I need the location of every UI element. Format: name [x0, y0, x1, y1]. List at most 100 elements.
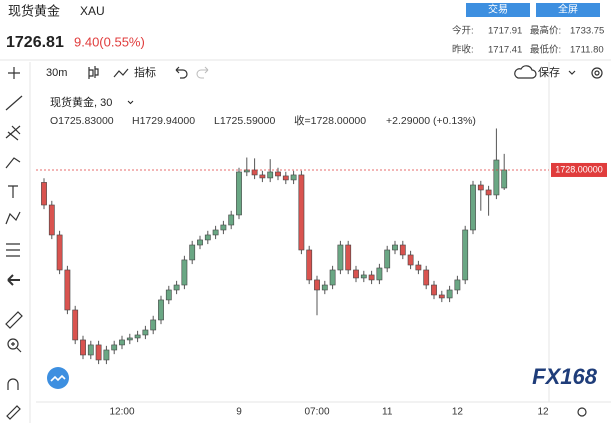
candle-body — [64, 269, 71, 311]
candle-body — [150, 319, 157, 331]
symbol-name: 现货黄金 — [8, 3, 60, 18]
settings-icon[interactable] — [594, 70, 600, 76]
candle-body — [220, 224, 227, 231]
trade-label[interactable]: 交易 — [488, 3, 508, 16]
candle-body — [212, 229, 219, 236]
line-tool[interactable] — [5, 95, 23, 111]
magnet-tool[interactable] — [7, 378, 19, 390]
candle-body — [95, 344, 102, 361]
text-tool[interactable] — [8, 185, 18, 198]
zoom-tool[interactable] — [11, 342, 22, 353]
trade-button[interactable] — [466, 3, 530, 17]
last-price-box — [551, 162, 607, 177]
back-tool[interactable] — [7, 274, 20, 286]
legend-change: +2.29000 (+0.13%) — [386, 115, 476, 127]
symbol-code: XAU — [80, 4, 105, 18]
candle-body — [275, 171, 281, 177]
candle-body — [41, 182, 47, 206]
candle-body — [321, 284, 328, 291]
zoom-tool[interactable] — [7, 338, 19, 350]
candle-body — [298, 174, 305, 251]
candle-body — [181, 259, 188, 286]
candle-body — [501, 169, 508, 189]
fullscreen-button[interactable] — [536, 3, 600, 17]
fullscreen-label[interactable]: 全屏 — [558, 3, 578, 16]
prediction-tool[interactable] — [6, 243, 20, 257]
stat-value: 1717.41 — [488, 45, 522, 56]
candle-body — [314, 279, 320, 291]
candle-body — [368, 274, 375, 281]
stat-label: 最低价: — [530, 44, 561, 56]
left-toolbar — [5, 95, 23, 420]
candle-body — [282, 175, 289, 181]
candle-body — [485, 189, 492, 196]
indicators[interactable]: 指标 — [134, 65, 156, 79]
candle-body — [236, 171, 242, 216]
stat-label: 昨收: — [452, 44, 474, 56]
candle-body — [204, 234, 211, 241]
ruler-tool[interactable] — [5, 311, 23, 329]
candle-body — [80, 339, 86, 356]
candle-body — [477, 184, 484, 191]
legend-title: 现货黄金, 30 — [50, 95, 112, 109]
stat-label: 最高价: — [530, 25, 561, 37]
candle-body — [103, 349, 110, 361]
settings-icon[interactable] — [591, 67, 603, 79]
candle-body — [407, 254, 414, 266]
legend-high: H1729.94000 — [132, 115, 195, 127]
logo: FX168 — [532, 364, 598, 389]
candle-body — [376, 267, 383, 281]
legend-close: 收=1728.00000 — [294, 114, 366, 127]
candle-body — [423, 269, 430, 286]
tv-badge[interactable] — [47, 367, 69, 389]
candle-body — [251, 169, 258, 176]
redo-icon[interactable] — [196, 66, 209, 79]
axis-settings-icon[interactable] — [577, 407, 587, 417]
stat-label: 今开: — [452, 25, 474, 37]
x-tick-label: 07:00 — [304, 407, 329, 418]
candle-body — [267, 171, 274, 179]
candle-body — [134, 334, 141, 339]
pattern-tool[interactable] — [5, 211, 21, 225]
candle-body — [446, 289, 453, 299]
plot: 12:00 9 07:00 11 12 12 1728.00000 — [36, 128, 607, 418]
candle-body — [470, 184, 476, 231]
candle-body — [243, 169, 250, 173]
brush-tool[interactable] — [5, 157, 21, 169]
cloud-icon[interactable] — [514, 65, 537, 79]
interval[interactable]: 30m — [46, 67, 67, 79]
candle-body — [384, 249, 391, 269]
x-tick-label: 12:00 — [109, 407, 134, 418]
tv-badge-icon — [50, 374, 66, 382]
candle-body — [415, 264, 422, 271]
x-tick-label: 12 — [537, 407, 549, 418]
candle-body — [111, 344, 118, 351]
candle-body — [493, 159, 500, 196]
stat-value: 1717.91 — [488, 26, 522, 37]
indicator-icon[interactable] — [113, 68, 129, 78]
stat-value: 1711.80 — [570, 45, 604, 56]
candle-body — [306, 249, 313, 281]
candle-body — [228, 214, 235, 226]
edit-tool[interactable] — [6, 405, 21, 420]
x-tick-label: 11 — [382, 407, 393, 418]
candle-body — [126, 337, 133, 341]
candle-body — [454, 279, 461, 291]
legend-low: L1725.59000 — [214, 115, 275, 127]
legend-open: O1725.83000 — [50, 115, 114, 127]
candle-body — [329, 269, 336, 286]
crosshair-icon[interactable] — [8, 67, 20, 79]
candle-body — [173, 284, 180, 291]
candle-body — [392, 244, 398, 251]
candle-body — [197, 239, 203, 246]
dropdown-icon[interactable] — [568, 70, 576, 75]
undo-icon[interactable] — [175, 66, 188, 79]
stat-value: 1733.75 — [570, 26, 604, 37]
candle-body — [290, 174, 297, 181]
legend-dropdown[interactable] — [127, 100, 134, 105]
candle-icon[interactable] — [88, 66, 99, 79]
candle-body — [337, 244, 344, 271]
fib-tool[interactable] — [5, 125, 21, 141]
price-change: 9.40(0.55%) — [74, 34, 145, 49]
